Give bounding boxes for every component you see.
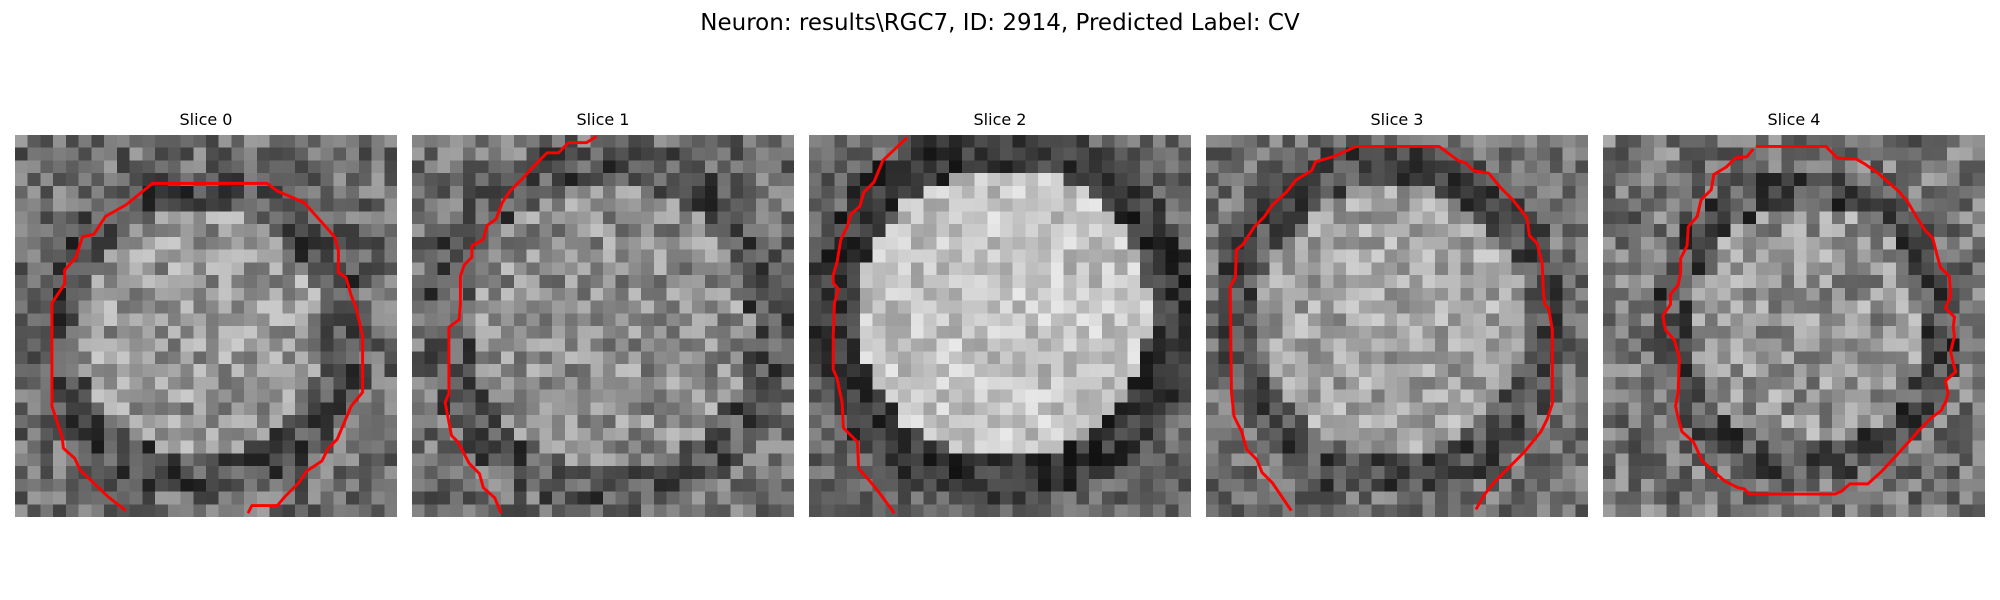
slice-image-1 bbox=[412, 135, 794, 517]
slice-title-4: Slice 4 bbox=[1767, 110, 1821, 129]
slice-panel-1: Slice 1 bbox=[412, 108, 794, 520]
slice-panel-4: Slice 4 bbox=[1603, 108, 1985, 520]
slice-image-2 bbox=[809, 135, 1191, 517]
contour-line bbox=[831, 136, 909, 515]
contour-line bbox=[443, 135, 598, 514]
contour-line bbox=[1661, 144, 1958, 496]
slice-image-4 bbox=[1603, 135, 1985, 517]
slice-title-2: Slice 2 bbox=[973, 110, 1027, 129]
slice-panel-3: Slice 3 bbox=[1206, 108, 1588, 520]
slice-panel-2: Slice 2 bbox=[809, 108, 1191, 520]
slice-title-1: Slice 1 bbox=[576, 110, 630, 129]
slice-image-0 bbox=[15, 135, 397, 517]
figure-title: Neuron: results\RGC7, ID: 2914, Predicte… bbox=[700, 10, 1300, 36]
slice-panel-0: Slice 0 bbox=[15, 108, 397, 520]
contour-line bbox=[50, 181, 365, 514]
slice-title-3: Slice 3 bbox=[1370, 110, 1424, 129]
contour-line bbox=[1228, 144, 1554, 512]
slice-image-3 bbox=[1206, 135, 1588, 517]
slice-title-0: Slice 0 bbox=[179, 110, 233, 129]
